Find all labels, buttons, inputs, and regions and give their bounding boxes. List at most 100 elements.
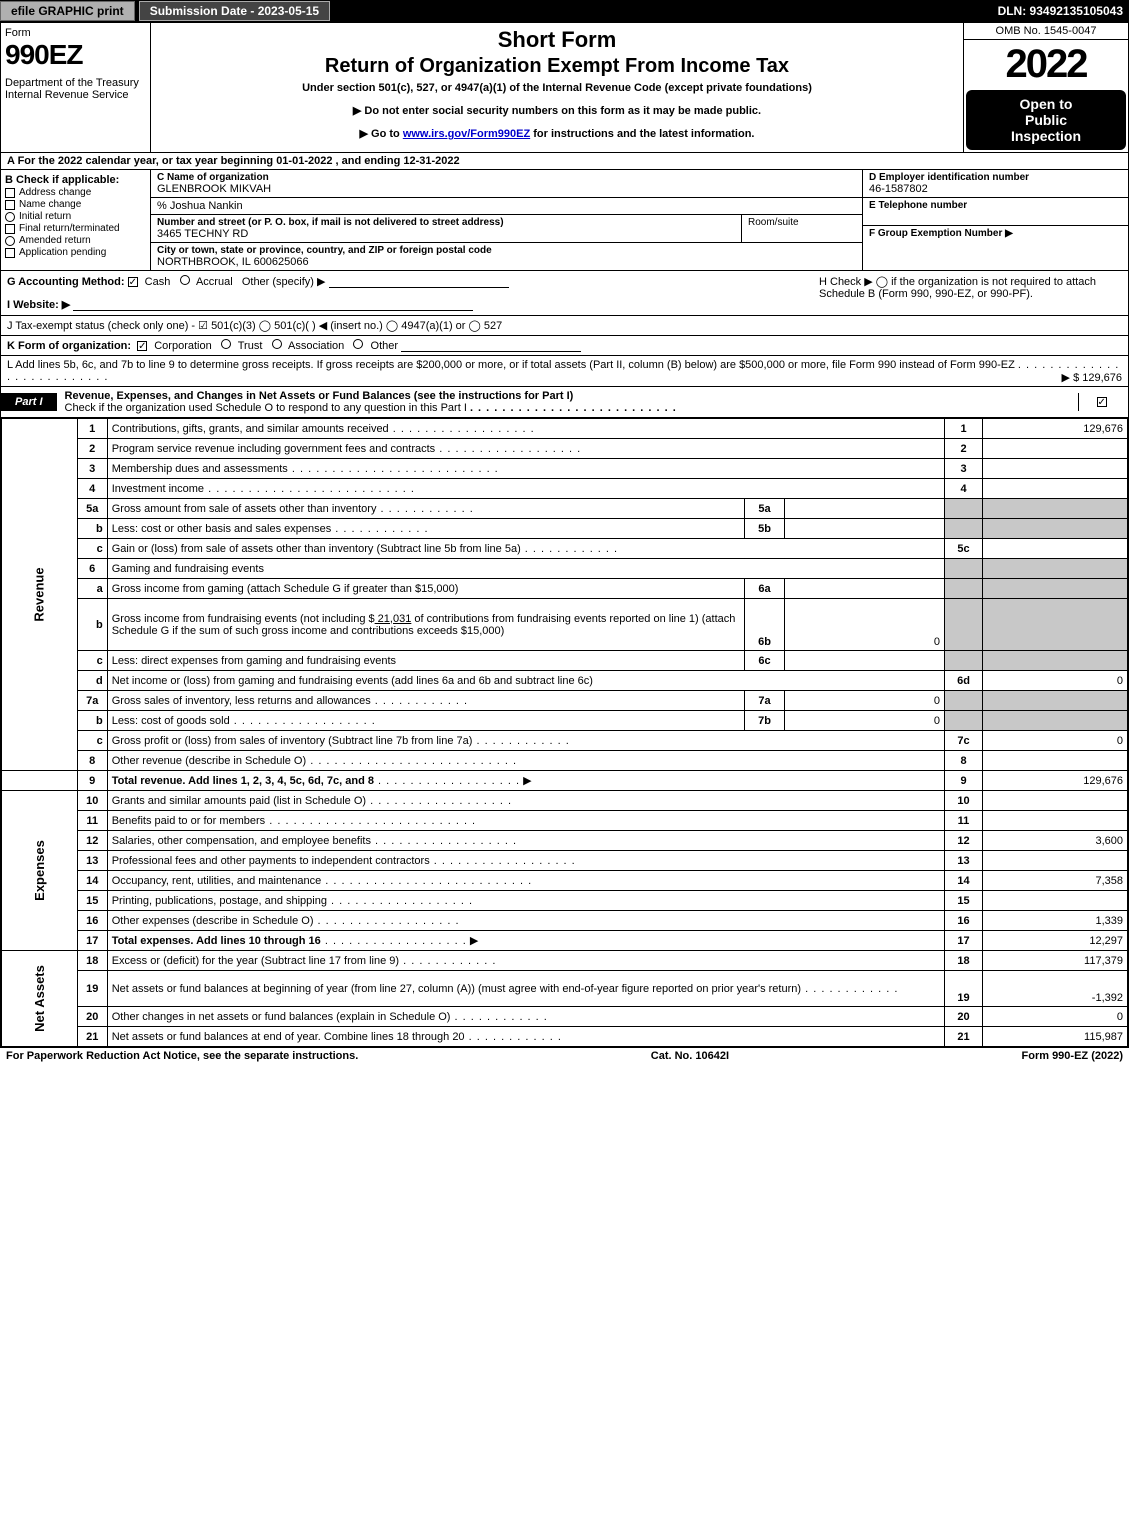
l5a-grey2 xyxy=(983,499,1128,519)
col-c: C Name of organization GLENBROOK MIKVAH … xyxy=(151,170,863,270)
l3-nc: 3 xyxy=(945,459,983,479)
chk-name-change[interactable] xyxy=(5,200,15,210)
l7b-desc: Less: cost of goods sold xyxy=(112,715,230,727)
line-5b: b Less: cost or other basis and sales ex… xyxy=(2,519,1128,539)
l5a-num: 5a xyxy=(77,499,107,519)
line-9: 9 Total revenue. Add lines 1, 2, 3, 4, 5… xyxy=(2,771,1128,791)
lbl-cash: Cash xyxy=(145,276,171,288)
l9-desc: Total revenue. Add lines 1, 2, 3, 4, 5c,… xyxy=(112,775,374,787)
other-org-input[interactable] xyxy=(401,340,581,352)
l4-desc: Investment income xyxy=(112,483,204,495)
chk-corporation[interactable] xyxy=(137,341,147,351)
l9-num: 9 xyxy=(77,771,107,791)
group-exemption-label: F Group Exemption Number ▶ xyxy=(869,228,1122,239)
side-netassets: Net Assets xyxy=(2,951,78,1047)
line-6b: b Gross income from fundraising events (… xyxy=(2,599,1128,651)
l7b-grey xyxy=(945,711,983,731)
chk-schedule-o[interactable] xyxy=(1097,397,1107,407)
l21-nc: 21 xyxy=(945,1027,983,1047)
form-number: 990EZ xyxy=(5,39,146,71)
org-name: GLENBROOK MIKVAH xyxy=(157,183,856,195)
l4-val xyxy=(983,479,1128,499)
title-short-form: Short Form xyxy=(159,27,955,53)
l18-desc: Excess or (deficit) for the year (Subtra… xyxy=(112,955,399,967)
l5c-num: c xyxy=(77,539,107,559)
l7c-desc: Gross profit or (loss) from sales of inv… xyxy=(112,735,473,747)
footer-left: For Paperwork Reduction Act Notice, see … xyxy=(6,1050,358,1062)
side-blank-9 xyxy=(2,771,78,791)
row-g: G Accounting Method: Cash Accrual Other … xyxy=(7,275,807,288)
chk-trust[interactable] xyxy=(221,339,231,349)
l4-nc: 4 xyxy=(945,479,983,499)
l2-nc: 2 xyxy=(945,439,983,459)
lbl-address-change: Address change xyxy=(19,187,91,198)
l13-num: 13 xyxy=(77,851,107,871)
l19-val: -1,392 xyxy=(983,971,1128,1007)
lbl-trust: Trust xyxy=(238,340,263,352)
other-method-input[interactable] xyxy=(329,276,509,288)
l7c-nc: 7c xyxy=(945,731,983,751)
part1-label: Part I xyxy=(1,393,57,411)
line-7c: c Gross profit or (loss) from sales of i… xyxy=(2,731,1128,751)
chk-other-org[interactable] xyxy=(353,339,363,349)
efile-print-button[interactable]: efile GRAPHIC print xyxy=(0,1,135,21)
l6a-grey xyxy=(945,579,983,599)
l13-desc: Professional fees and other payments to … xyxy=(112,855,430,867)
l20-val: 0 xyxy=(983,1007,1128,1027)
gh-row: G Accounting Method: Cash Accrual Other … xyxy=(1,271,1128,316)
l21-val: 115,987 xyxy=(983,1027,1128,1047)
l6b-mv: 0 xyxy=(785,599,945,651)
open-line3: Inspection xyxy=(970,128,1122,144)
row-a-taxyear: A For the 2022 calendar year, or tax yea… xyxy=(1,153,1128,170)
line-1: Revenue 1 Contributions, gifts, grants, … xyxy=(2,419,1128,439)
l20-nc: 20 xyxy=(945,1007,983,1027)
chk-association[interactable] xyxy=(272,339,282,349)
l7a-grey xyxy=(945,691,983,711)
form-label: Form xyxy=(5,27,146,39)
l5a-grey xyxy=(945,499,983,519)
chk-cash[interactable] xyxy=(128,277,138,287)
line-6a: a Gross income from gaming (attach Sched… xyxy=(2,579,1128,599)
l5a-desc: Gross amount from sale of assets other t… xyxy=(112,503,377,515)
l16-nc: 16 xyxy=(945,911,983,931)
l18-num: 18 xyxy=(77,951,107,971)
c-name-label: C Name of organization xyxy=(157,172,856,183)
l8-val xyxy=(983,751,1128,771)
chk-initial-return[interactable] xyxy=(5,212,15,222)
part1-title: Revenue, Expenses, and Changes in Net As… xyxy=(65,387,1078,417)
chk-address-change[interactable] xyxy=(5,188,15,198)
l11-desc: Benefits paid to or for members xyxy=(112,815,265,827)
form-frame: Form 990EZ Department of the Treasury In… xyxy=(0,22,1129,1048)
chk-accrual[interactable] xyxy=(180,275,190,285)
l6-grey2 xyxy=(983,559,1128,579)
l7b-num: b xyxy=(77,711,107,731)
row-k: K Form of organization: Corporation Trus… xyxy=(1,336,1128,356)
col-b: B Check if applicable: Address change Na… xyxy=(1,170,151,270)
l16-num: 16 xyxy=(77,911,107,931)
l16-desc: Other expenses (describe in Schedule O) xyxy=(112,915,314,927)
l17-nc: 17 xyxy=(945,931,983,951)
l7a-num: 7a xyxy=(77,691,107,711)
header-left: Form 990EZ Department of the Treasury In… xyxy=(1,23,151,152)
lbl-application-pending: Application pending xyxy=(19,247,106,258)
bcd-row: B Check if applicable: Address change Na… xyxy=(1,170,1128,271)
chk-amended-return[interactable] xyxy=(5,236,15,246)
line-7a: 7a Gross sales of inventory, less return… xyxy=(2,691,1128,711)
l5a-m: 5a xyxy=(745,499,785,519)
l6b-d1: Gross income from fundraising events (no… xyxy=(112,613,375,625)
website-input[interactable] xyxy=(73,299,473,311)
l6b-amt: 21,031 xyxy=(375,613,412,625)
l14-val: 7,358 xyxy=(983,871,1128,891)
chk-application-pending[interactable] xyxy=(5,248,15,258)
chk-final-return[interactable] xyxy=(5,224,15,234)
l3-val xyxy=(983,459,1128,479)
subtitle: Under section 501(c), 527, or 4947(a)(1)… xyxy=(159,82,955,94)
irs-link[interactable]: www.irs.gov/Form990EZ xyxy=(403,128,530,140)
l15-desc: Printing, publications, postage, and shi… xyxy=(112,895,327,907)
open-inspection-box: Open to Public Inspection xyxy=(966,90,1126,150)
l9-nc: 9 xyxy=(945,771,983,791)
l5b-mv xyxy=(785,519,945,539)
goto-post: for instructions and the latest informat… xyxy=(530,128,754,140)
l8-desc: Other revenue (describe in Schedule O) xyxy=(112,755,306,767)
street-label: Number and street (or P. O. box, if mail… xyxy=(157,217,735,228)
